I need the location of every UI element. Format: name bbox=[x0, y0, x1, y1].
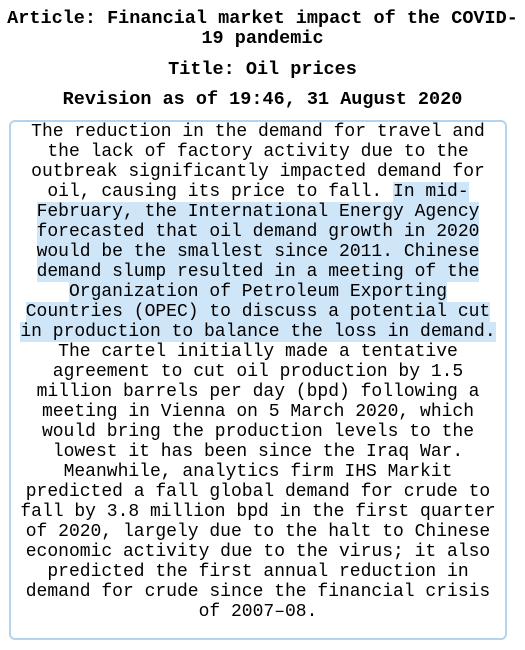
highlighted-text: In mid-February, the International Energ… bbox=[20, 182, 495, 342]
paragraph-text-continued: The cartel initially made a tentative ag… bbox=[20, 342, 495, 622]
article-title: Article: Financial market impact of the … bbox=[0, 9, 525, 49]
article-paragraph: The reduction in the demand for travel a… bbox=[15, 122, 501, 622]
article-text-box: The reduction in the demand for travel a… bbox=[9, 120, 507, 640]
revision-timestamp: Revision as of 19:46, 31 August 2020 bbox=[0, 90, 525, 110]
section-title: Title: Oil prices bbox=[0, 60, 525, 80]
